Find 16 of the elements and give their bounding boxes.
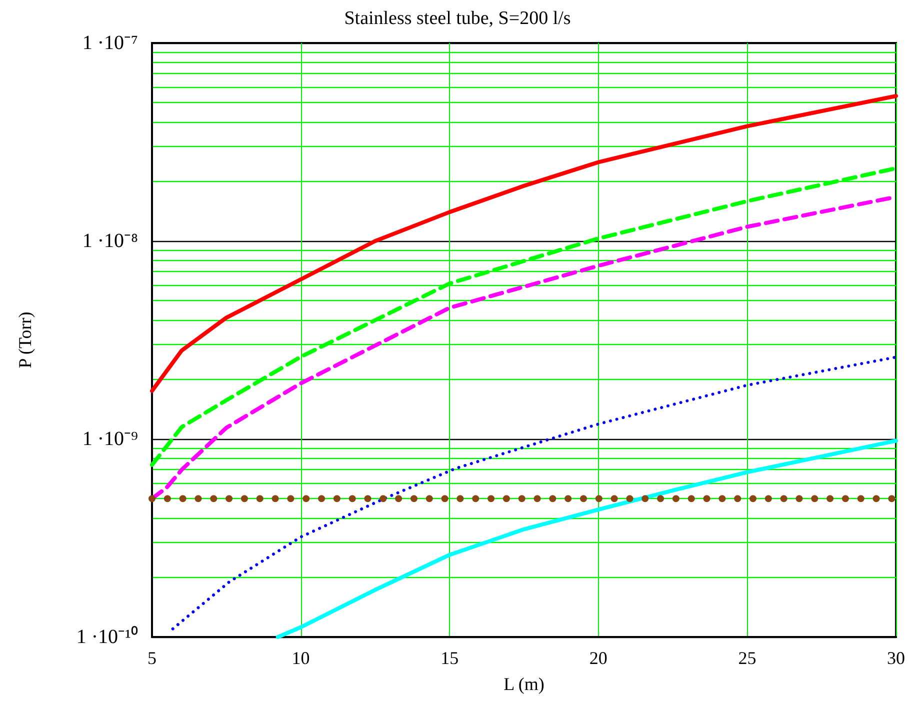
x-tick-label: 20 bbox=[589, 648, 608, 668]
x-tick-label: 30 bbox=[887, 648, 905, 668]
line-series bbox=[171, 356, 898, 630]
chart-title: Stainless steel tube, S=200 l/s bbox=[344, 8, 571, 29]
y-tick-label: 1 ·10⁻⁸ bbox=[82, 230, 138, 252]
y-tick-label: 1 ·10⁻⁹ bbox=[82, 428, 138, 450]
x-tick-label: 5 bbox=[148, 648, 156, 668]
x-tick-label: 15 bbox=[440, 648, 459, 668]
x-axis-title: L (m) bbox=[504, 674, 544, 694]
y-axis-title: P (Torr) bbox=[15, 312, 35, 368]
x-tick-label: 25 bbox=[738, 648, 756, 668]
y-tick-label: 1 ·10⁻¹⁰ bbox=[76, 625, 138, 648]
line-series bbox=[276, 438, 898, 639]
line-series bbox=[150, 94, 898, 393]
x-tick-label: 10 bbox=[292, 648, 310, 668]
y-tick-label: 1 ·10⁻⁷ bbox=[82, 32, 138, 54]
